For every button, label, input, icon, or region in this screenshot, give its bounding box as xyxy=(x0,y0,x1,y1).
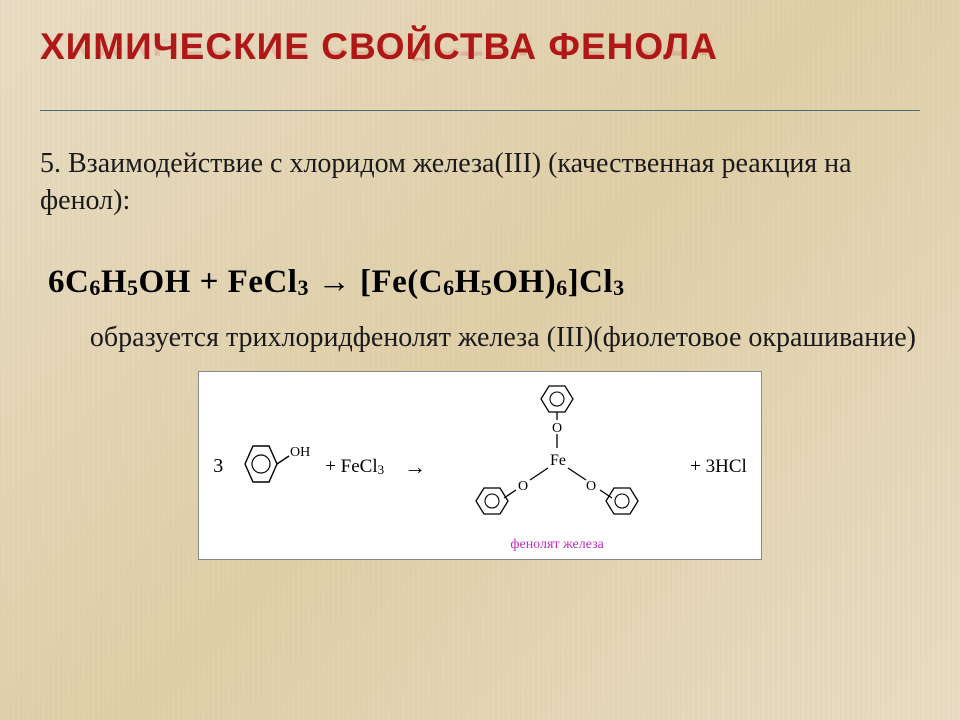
eq-lhs-p2: H xyxy=(101,264,127,300)
slide-title-reflection: ХИМИЧЕСКИЕ СВОЙСТВА ФЕНОЛА xyxy=(40,22,920,61)
svg-text:OH: OH xyxy=(290,445,310,460)
fecl3-sub: 3 xyxy=(378,462,385,477)
eq-arrow: → xyxy=(318,264,352,300)
reagent-coef: 3 xyxy=(213,455,223,478)
eq-lhs-p4: OH + FeCl xyxy=(139,264,298,300)
eq-rhs-p6: ]Cl xyxy=(568,264,614,300)
slide: ХИМИЧЕСКИЕ СВОЙСТВА ФЕНОЛА ХИМИЧЕСКИЕ СВ… xyxy=(0,0,960,720)
svg-text:O: O xyxy=(552,421,562,436)
eq-rhs-p4: OH) xyxy=(492,264,556,300)
eq-lhs-p3: 5 xyxy=(127,275,139,300)
svg-text:O: O xyxy=(586,479,596,494)
eq-lhs-p0: C xyxy=(65,264,89,300)
product-caption: фенолят железа xyxy=(442,537,672,553)
phenol-structure: OH xyxy=(235,436,311,497)
plus-fecl3: + FeCl3 xyxy=(325,456,384,478)
svg-text:O: O xyxy=(518,479,528,494)
eq-rhs-p7: 3 xyxy=(613,275,625,300)
eq-rhs-p5: 6 xyxy=(556,275,568,300)
svg-text:Fe: Fe xyxy=(550,452,566,469)
horizontal-rule xyxy=(40,110,920,111)
reaction-arrow: → xyxy=(404,454,426,480)
eq-rhs-p3: 5 xyxy=(481,275,493,300)
intro-paragraph: 5. Взаимодействие с хлоридом железа(III)… xyxy=(40,145,920,221)
product-complex: Fe O O O xyxy=(442,380,672,553)
structural-diagram: 3 OH + FeCl3 → Fe O xyxy=(198,371,762,560)
eq-lhs-p1: 6 xyxy=(89,275,101,300)
eq-rhs-p0: [Fe(C xyxy=(360,264,443,300)
title-block: ХИМИЧЕСКИЕ СВОЙСТВА ФЕНОЛА ХИМИЧЕСКИЕ СВ… xyxy=(40,28,920,100)
plus-fecl3-text: + FeCl xyxy=(325,456,377,477)
structural-diagram-wrap: 3 OH + FeCl3 → Fe O xyxy=(40,371,920,560)
eq-rhs-p2: H xyxy=(455,264,481,300)
result-description: образуется трихлоридфенолят железа (III)… xyxy=(40,319,920,357)
byproduct-hcl: + 3HCl xyxy=(690,456,747,478)
eq-lhs-p5: 3 xyxy=(297,275,309,300)
chemical-equation: 6C6H5OH + FeCl3 → [Fe(C6H5OH)6]Cl3 xyxy=(40,264,920,301)
eq-rhs-p1: 6 xyxy=(443,275,455,300)
eq-lhs-coef: 6 xyxy=(48,264,65,300)
